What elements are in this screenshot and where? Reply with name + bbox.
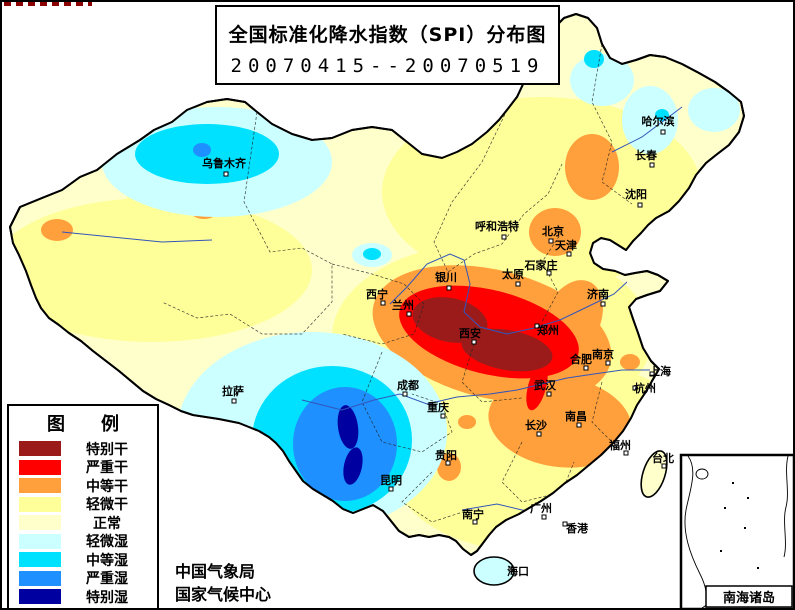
legend-item: 特别干: [13, 440, 153, 458]
legend-label: 特别湿: [86, 589, 128, 606]
taiwan-island: [640, 450, 668, 498]
legend-item: 中等干: [13, 477, 153, 495]
legend-label: 轻微湿: [86, 534, 128, 550]
spi-extreme-dry-regions: [412, 297, 553, 372]
legend-label: 严重湿: [86, 571, 128, 587]
legend-swatch: [19, 441, 61, 456]
rivers: [61, 106, 683, 515]
legend-item: 轻微湿: [13, 532, 153, 550]
map-title: 全国标准化降水指数（SPI）分布图: [228, 24, 547, 46]
credits: 中国气象局 国家气候中心: [175, 560, 271, 606]
inset-map: 南海诸岛: [679, 453, 793, 608]
legend-swatch: [19, 533, 61, 549]
clipped-red-text-fragment: [4, 2, 92, 6]
legend-item: 严重湿: [13, 569, 153, 587]
map-date-range: 20070415--20070519: [230, 55, 545, 77]
legend-swatch: [19, 570, 61, 586]
legend-swatch: [19, 496, 61, 512]
legend-item: 特别湿: [13, 588, 153, 606]
legend-item: 轻微干: [13, 495, 153, 513]
credits-org2: 国家气候中心: [175, 585, 272, 605]
legend-item: 严重干: [13, 458, 153, 476]
hainan-island: [473, 556, 515, 586]
legend-label: 正常: [93, 515, 121, 532]
legend-swatch: [19, 478, 61, 493]
title-box: 全国标准化降水指数（SPI）分布图 20070415--20070519: [215, 5, 560, 85]
legend-label: 特别干: [86, 441, 128, 458]
legend-label: 中等湿: [86, 552, 128, 569]
legend-swatch: [19, 589, 61, 604]
credits-org1: 中国气象局: [175, 562, 256, 581]
legend-swatch: [19, 515, 61, 530]
legend-label: 严重干: [86, 460, 128, 476]
inset-islands: [720, 482, 759, 569]
legend-label: 轻微干: [86, 497, 128, 513]
legend-swatch: [19, 459, 61, 475]
legend-label: 中等干: [86, 478, 128, 495]
inset-label: 南海诸岛: [723, 590, 775, 606]
legend-swatch: [19, 552, 61, 567]
spi-extreme-wet-regions: [337, 405, 363, 485]
legend-item: 正常: [13, 514, 153, 532]
national-boundary: [9, 13, 745, 556]
legend-title: 图 例: [47, 414, 119, 435]
legend-items: 特别干严重干中等干轻微干正常轻微湿中等湿严重湿特别湿: [13, 439, 153, 606]
legend-item: 中等湿: [13, 551, 153, 569]
inset-border: [679, 453, 793, 608]
inset-label-box: [705, 585, 793, 608]
